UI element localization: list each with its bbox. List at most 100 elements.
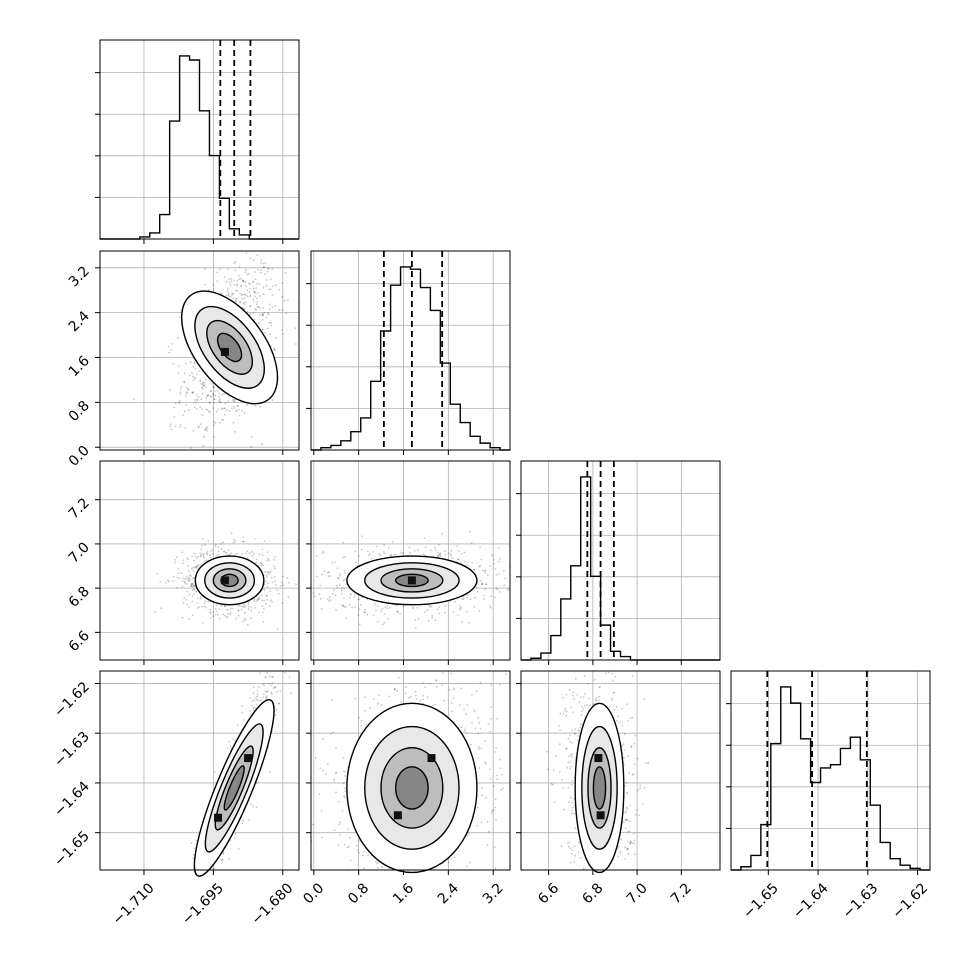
sample-point bbox=[235, 289, 237, 292]
sample-point bbox=[226, 747, 229, 749]
sample-point bbox=[287, 596, 290, 598]
sample-point bbox=[481, 787, 484, 789]
sample-point bbox=[233, 538, 236, 541]
sample-point bbox=[171, 343, 174, 345]
sample-point bbox=[261, 554, 264, 556]
sample-point bbox=[264, 580, 267, 583]
sample-point bbox=[213, 390, 216, 393]
sample-point bbox=[381, 608, 384, 610]
sample-point bbox=[267, 267, 270, 269]
sample-point bbox=[329, 599, 332, 602]
sample-point bbox=[191, 392, 194, 394]
sample-point bbox=[243, 719, 245, 721]
sample-point bbox=[268, 288, 270, 291]
sample-point bbox=[364, 609, 367, 611]
sample-point bbox=[378, 553, 380, 555]
sample-point bbox=[233, 262, 236, 265]
sample-point bbox=[598, 699, 600, 701]
sample-point bbox=[627, 841, 629, 843]
sample-point bbox=[237, 614, 240, 617]
sample-point bbox=[262, 314, 264, 316]
sample-point bbox=[253, 290, 256, 293]
sample-point bbox=[290, 692, 293, 695]
sample-point bbox=[486, 820, 489, 823]
sample-point bbox=[176, 586, 179, 589]
sample-point bbox=[214, 545, 217, 547]
sample-point bbox=[212, 615, 215, 617]
sample-point bbox=[279, 690, 282, 693]
sample-point bbox=[183, 381, 186, 384]
sample-point bbox=[261, 599, 263, 602]
sample-point bbox=[208, 410, 210, 413]
sample-point bbox=[273, 558, 276, 561]
sample-point bbox=[342, 579, 345, 582]
sample-point bbox=[219, 292, 222, 295]
sample-point bbox=[242, 536, 245, 539]
sample-point bbox=[167, 580, 170, 583]
sample-point bbox=[467, 621, 470, 624]
sample-point bbox=[236, 290, 238, 292]
sample-point bbox=[624, 733, 626, 735]
density-contour bbox=[394, 766, 429, 810]
sample-point bbox=[344, 775, 346, 777]
sample-point bbox=[193, 559, 195, 562]
sample-point bbox=[281, 295, 284, 298]
sample-point bbox=[429, 605, 432, 608]
sample-point bbox=[207, 539, 210, 542]
sample-point bbox=[261, 611, 264, 614]
sample-point bbox=[393, 553, 395, 556]
sample-point bbox=[173, 406, 176, 409]
sample-point bbox=[254, 278, 257, 281]
sample-point bbox=[358, 851, 360, 854]
sample-point bbox=[240, 294, 243, 296]
sample-point bbox=[224, 407, 226, 410]
sample-point bbox=[375, 545, 378, 548]
sample-point bbox=[264, 331, 266, 334]
sample-point bbox=[200, 398, 203, 400]
sample-point bbox=[381, 865, 384, 868]
sample-point bbox=[498, 560, 501, 563]
sample-point bbox=[266, 585, 269, 588]
sample-point bbox=[185, 404, 187, 407]
sample-point bbox=[466, 834, 469, 837]
sample-point bbox=[227, 612, 230, 615]
sample-point bbox=[571, 812, 574, 815]
sample-point bbox=[250, 704, 253, 707]
sample-point bbox=[457, 558, 459, 560]
sample-point bbox=[190, 842, 193, 844]
sample-point bbox=[478, 565, 481, 568]
sample-point bbox=[249, 697, 251, 699]
sample-point bbox=[617, 855, 619, 858]
sample-point bbox=[483, 594, 485, 597]
sample-point bbox=[438, 553, 441, 555]
sample-point bbox=[209, 550, 212, 553]
sample-point bbox=[249, 294, 252, 297]
sample-point bbox=[393, 688, 396, 691]
sample-point bbox=[228, 549, 230, 552]
sample-point bbox=[207, 394, 210, 397]
sample-point bbox=[456, 614, 459, 616]
sample-point bbox=[574, 827, 576, 830]
sample-point bbox=[203, 602, 206, 605]
sample-point bbox=[332, 731, 335, 734]
sample-point bbox=[218, 608, 221, 611]
sample-point bbox=[246, 310, 249, 313]
sample-point bbox=[483, 570, 486, 573]
sample-point bbox=[377, 605, 379, 607]
sample-point bbox=[618, 845, 620, 848]
sample-point bbox=[383, 544, 385, 546]
sample-point bbox=[357, 614, 360, 617]
sample-point bbox=[191, 577, 194, 580]
sample-point bbox=[238, 278, 241, 281]
sample-point bbox=[493, 559, 495, 561]
sample-point bbox=[192, 566, 195, 569]
sample-point bbox=[199, 564, 201, 566]
sample-point bbox=[195, 566, 197, 569]
sample-point bbox=[547, 768, 550, 771]
sample-point bbox=[227, 608, 229, 611]
sample-point bbox=[424, 611, 426, 613]
sample-point bbox=[457, 558, 460, 561]
sample-point bbox=[214, 608, 217, 610]
sample-point bbox=[417, 549, 419, 551]
sample-point bbox=[182, 602, 185, 604]
